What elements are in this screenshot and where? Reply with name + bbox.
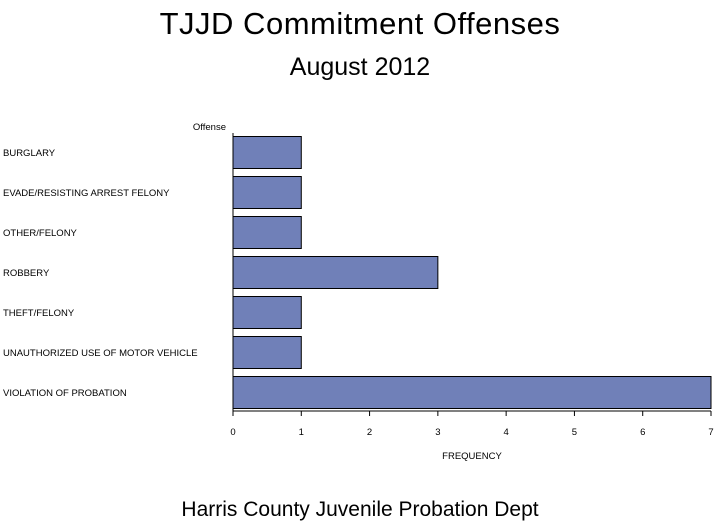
bar <box>232 176 302 209</box>
category-label: OTHER/FELONY <box>3 228 78 239</box>
x-tick-label: 2 <box>367 427 372 438</box>
x-tick-label: 7 <box>708 427 713 438</box>
bar <box>232 216 302 249</box>
x-tick-label: 0 <box>230 427 235 438</box>
chart-subtitle: August 2012 <box>289 53 431 81</box>
x-tick-label: 1 <box>299 427 304 438</box>
category-label: VIOLATION OF PROBATION <box>3 388 127 399</box>
x-tick-label: 5 <box>572 427 577 438</box>
category-label: ROBBERY <box>3 268 50 279</box>
x-tick-labels: 0 1 2 3 4 5 6 7 <box>230 427 713 438</box>
x-axis-title: FREQUENCY <box>442 451 502 462</box>
bar <box>232 296 302 329</box>
x-axis <box>232 133 712 416</box>
chart-title: TJJD Commitment Offenses <box>159 6 561 41</box>
y-axis-title: Offense <box>193 122 226 133</box>
x-tick-label: 4 <box>503 427 508 438</box>
category-label: UNAUTHORIZED USE OF MOTOR VEHICLE <box>3 348 198 359</box>
bars-group <box>232 136 712 409</box>
x-tick-label: 3 <box>435 427 440 438</box>
category-label: EVADE/RESISTING ARREST FELONY <box>3 188 170 199</box>
bar <box>232 376 712 409</box>
chart-footnote: Harris County Juvenile Probation Dept <box>181 498 539 521</box>
x-tick-label: 6 <box>640 427 645 438</box>
category-label: BURGLARY <box>3 148 56 159</box>
bar <box>232 256 439 289</box>
bar <box>232 136 302 169</box>
bar <box>232 336 302 369</box>
category-label: THEFT/FELONY <box>3 308 75 319</box>
category-labels: BURGLARY EVADE/RESISTING ARREST FELONY OTH… <box>3 148 198 399</box>
